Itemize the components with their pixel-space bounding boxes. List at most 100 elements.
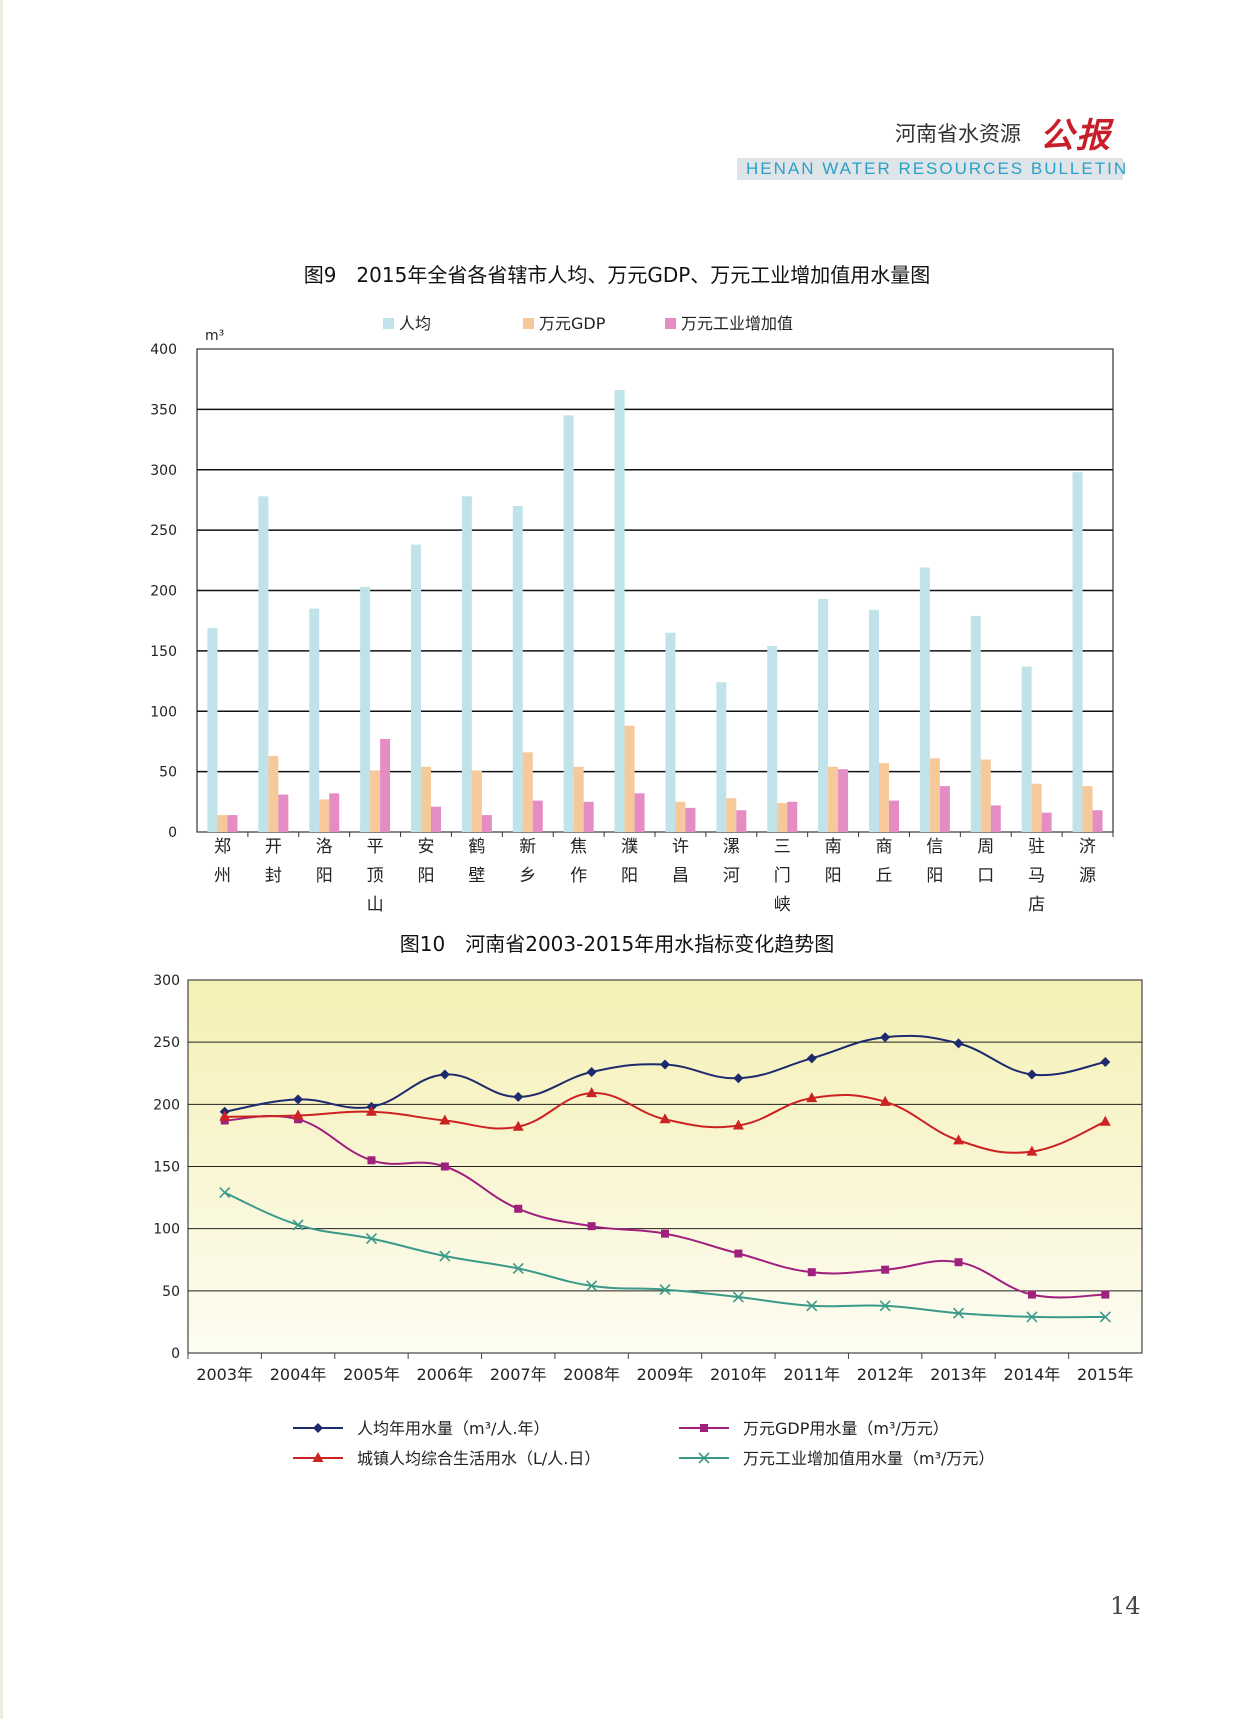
page-number: 14 [1110,1592,1141,1620]
bar-x-tick-label: 阳 [418,866,435,886]
bar-2-0 [227,815,238,832]
line-point-0-6 [660,1059,670,1070]
bar-1-1 [268,755,279,832]
line-legend-marker [698,1452,710,1464]
bar-x-tick-label: 河 [723,866,740,886]
bar-x-tick-label: 开 [265,837,282,857]
bar-0-16 [1021,666,1032,832]
line-point-0-12 [1100,1057,1111,1068]
bar-1-12 [828,766,839,832]
line-point-2-12 [1099,1115,1111,1126]
bar-1-10 [726,798,737,832]
line-x-tick-label: 2005年 [343,1365,400,1384]
bar-1-17 [1082,786,1093,832]
line-point-2-8 [806,1092,818,1103]
line-y-tick-label: 150 [153,1160,180,1176]
line-y-tick-label: 250 [153,1035,180,1051]
line-point-3-6 [659,1284,671,1296]
line-point-0-4 [513,1091,524,1102]
bulletin-header: 河南省水资源 公报 HENAN WATER RESOURCES BULLETIN [0,0,1258,200]
bar-0-2 [309,608,320,832]
bar-1-16 [1031,783,1042,832]
bar-1-11 [777,803,788,832]
line-point-1-7 [734,1249,743,1258]
bar-2-15 [990,805,1001,832]
bar-1-3 [370,770,381,832]
bar-legend-swatch [665,318,676,329]
line-point-1-2 [367,1156,376,1165]
bar-x-tick-label: 州 [214,866,231,886]
bar-2-17 [1092,810,1103,832]
line-point-0-11 [1026,1069,1037,1080]
line-x-tick-label: 2008年 [563,1365,620,1384]
header-logo: 公报 [1040,116,1112,156]
bar-0-4 [411,544,421,832]
bar-0-12 [818,598,829,832]
bar-legend-label: 人均 [399,314,431,333]
bar-x-tick-label: 漯 [723,837,740,857]
figure10-title: 图10 河南省2003-2015年用水指标变化趋势图 [399,932,835,956]
bar-1-4 [421,766,431,832]
bar-x-tick-label: 阳 [316,866,333,886]
line-x-tick-label: 2015年 [1077,1365,1134,1384]
bar-x-tick-label: 郑 [214,837,231,857]
header-band [737,158,1123,180]
bar-0-6 [512,505,523,832]
line-point-1-9 [881,1265,890,1274]
bar-0-9 [665,632,676,832]
bar-x-tick-label: 三 [774,837,791,857]
bar-0-0 [207,627,218,832]
line-point-1-12 [1101,1290,1110,1299]
bar-x-tick-label: 平 [367,837,384,857]
bar-2-11 [787,801,798,832]
bar-x-tick-label: 焦 [570,837,587,857]
line-point-0-7 [733,1073,744,1084]
line-legend-marker [312,1452,324,1462]
line-y-tick-label: 0 [171,1346,180,1362]
page-edge [0,0,3,1719]
bar-legend-swatch [383,318,394,329]
line-point-3-11 [1026,1311,1038,1323]
line-point-3-5 [586,1280,598,1292]
line-point-3-10 [952,1307,965,1319]
line-legend-marker [313,1423,323,1433]
line-point-3-0 [219,1187,231,1199]
bar-x-tick-label: 阳 [926,866,943,886]
bar-y-tick-label: 0 [168,825,177,841]
bar-1-8 [624,725,635,832]
line-x-tick-label: 2011年 [783,1365,840,1384]
header-title-cn: 河南省水资源 [895,122,1021,146]
line-x-tick-label: 2007年 [490,1365,547,1384]
bar-x-tick-label: 丘 [876,866,893,886]
bar-0-3 [360,586,371,832]
bar-y-tick-label: 100 [150,704,177,720]
bar-2-5 [481,815,492,832]
line-point-1-8 [807,1268,816,1277]
bar-x-tick-label: 商 [876,837,893,857]
bar-0-11 [767,646,778,832]
line-point-0-3 [439,1069,450,1080]
bar-0-7 [563,415,574,832]
line-point-1-6 [661,1229,669,1238]
bar-x-tick-label: 周 [977,837,994,857]
line-point-3-4 [512,1262,524,1275]
bar-2-12 [838,769,849,832]
bar-x-tick-label: 马 [1028,866,1045,886]
bar-x-tick-label: 店 [1028,895,1045,915]
bar-0-17 [1072,472,1083,832]
line-legend-label: 城镇人均综合生活用水（L/人.日） [357,1449,600,1468]
line-point-3-3 [439,1250,451,1262]
line-point-2-9 [879,1095,891,1106]
bar-x-tick-label: 安 [418,837,435,857]
bar-2-9 [685,807,696,832]
bar-x-tick-label: 顶 [367,866,384,886]
bar-2-14 [939,786,950,832]
bar-y-tick-label: 250 [150,523,177,539]
header-title-en: HENAN WATER RESOURCES BULLETIN [746,159,1129,178]
line-x-tick-label: 2014年 [1004,1365,1061,1384]
bar-legend-label: 万元GDP [539,314,606,333]
line-x-tick-label: 2013年 [930,1365,987,1384]
line-point-3-9 [879,1300,891,1312]
line-point-2-6 [659,1113,671,1124]
